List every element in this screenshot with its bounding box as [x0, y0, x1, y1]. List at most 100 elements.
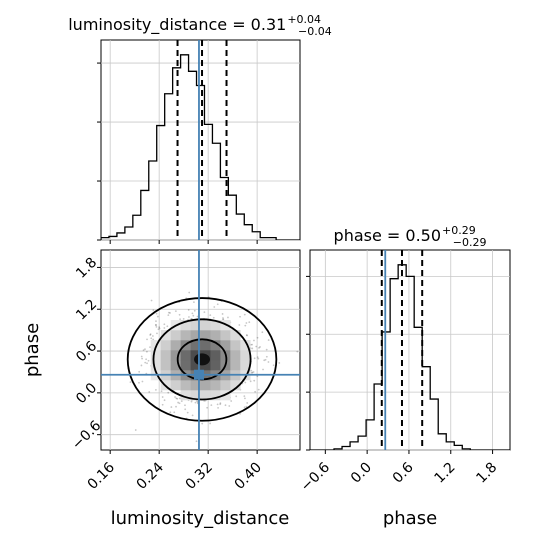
density-point [257, 357, 260, 360]
density-point [163, 323, 166, 326]
density-bin [170, 340, 181, 351]
density-bin [210, 360, 221, 371]
density-bin [150, 350, 161, 361]
y-tick-label: 1.2 [73, 296, 100, 323]
density-point [144, 348, 146, 351]
density-point [245, 334, 248, 336]
density-point [180, 400, 183, 403]
density-point [228, 405, 231, 407]
density-point [255, 345, 258, 348]
density-point [217, 407, 219, 409]
density-peak [194, 353, 211, 366]
density-point [191, 312, 194, 315]
density-point [193, 309, 196, 312]
density-point [216, 403, 219, 406]
truth-marker [193, 369, 204, 380]
density-bin [180, 350, 191, 361]
density-point [201, 422, 204, 425]
density-point [256, 356, 259, 358]
density-point [187, 309, 190, 311]
density-point [146, 362, 148, 365]
density-point [213, 306, 216, 308]
density-point [192, 314, 195, 317]
density-point [156, 332, 158, 335]
density-bin [180, 330, 191, 341]
density-point [195, 399, 198, 402]
density-point [227, 316, 229, 319]
density-bin [200, 330, 211, 341]
luminosity-distance-title: luminosity_distance = 0.31+0.04 −0.04 [68, 13, 332, 38]
density-point [155, 388, 157, 391]
density-bin [210, 350, 221, 361]
density-point [184, 404, 186, 407]
density-point [263, 359, 266, 362]
density-bin [230, 380, 241, 391]
density-point [161, 396, 164, 398]
density-point [246, 334, 248, 337]
density-point [145, 350, 148, 353]
density-point [155, 312, 158, 315]
contour-line [126, 297, 278, 422]
density-point [178, 397, 181, 400]
density-point [222, 318, 225, 321]
density-point [267, 339, 270, 341]
density-point [195, 440, 198, 443]
density-point [179, 318, 181, 321]
density-bin [210, 330, 221, 341]
density-point [167, 314, 170, 317]
density-point [243, 313, 246, 316]
density-point [191, 414, 194, 417]
density-bin [230, 360, 241, 371]
density-bin [170, 350, 181, 361]
x-tick-label: 0.24 [134, 459, 167, 492]
density-point [152, 309, 155, 312]
density-point [158, 326, 161, 329]
density-point [248, 321, 251, 324]
density-point [221, 313, 224, 315]
density-point [245, 405, 248, 408]
x-tick-label: −0.6 [298, 459, 333, 494]
density-point [259, 346, 261, 348]
density-point [155, 320, 157, 323]
density-bin [190, 360, 201, 371]
density-bin [190, 320, 201, 331]
density-bin [220, 330, 231, 341]
density-point [175, 397, 178, 400]
density-point [140, 355, 143, 358]
density-bin [170, 380, 181, 391]
density-point [249, 380, 252, 383]
density-point [239, 315, 241, 318]
density-point [157, 328, 160, 331]
density-bin [240, 350, 251, 361]
density-point [158, 327, 161, 330]
density-bin [240, 340, 251, 351]
density-point [253, 357, 256, 360]
density-bin [170, 360, 181, 371]
density-point [250, 372, 253, 374]
density-point [163, 327, 166, 329]
density-bin [200, 380, 211, 391]
density-point [150, 337, 153, 340]
density-point [188, 291, 191, 294]
density-point [155, 325, 158, 328]
density-point [230, 400, 233, 402]
density-point [150, 299, 153, 302]
x-tick-label: 0.40 [232, 460, 265, 493]
density-point [175, 405, 177, 408]
density-bin [220, 380, 231, 391]
x-tick-label: 0.16 [85, 459, 118, 492]
density-point [148, 391, 151, 393]
density-point [196, 400, 199, 403]
density-bin [200, 390, 211, 401]
y-tick-label: 1.8 [73, 255, 100, 282]
density-point [219, 402, 222, 404]
x-axis-label-phase: phase [383, 508, 437, 529]
density-point [212, 316, 215, 319]
panel-frame-phase-hist [309, 249, 511, 451]
x-tick-label: 1.2 [432, 460, 459, 487]
density-point [265, 348, 268, 351]
density-bin [180, 390, 191, 401]
density-point [265, 355, 268, 358]
density-point [129, 381, 132, 384]
density-point [254, 390, 257, 393]
